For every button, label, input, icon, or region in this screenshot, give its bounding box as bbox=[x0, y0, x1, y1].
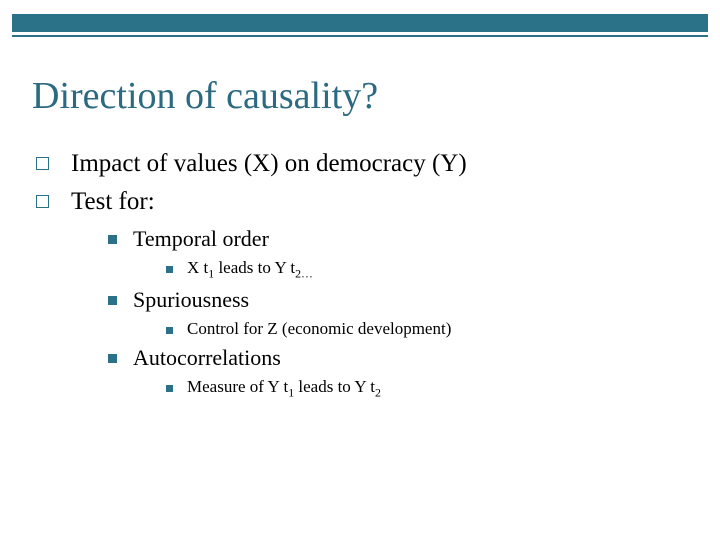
list-item: Temporal order bbox=[108, 226, 700, 252]
list-item-label: Impact of values (X) on democracy (Y) bbox=[71, 150, 467, 178]
header-bar bbox=[12, 14, 708, 32]
square-outline-bullet-icon bbox=[36, 157, 49, 170]
square-bullet-icon bbox=[166, 266, 173, 273]
square-bullet-icon bbox=[108, 235, 117, 244]
list-item-label: Autocorrelations bbox=[133, 345, 281, 371]
list-item-label: X t1 leads to Y t2… bbox=[187, 258, 313, 281]
list-item: Impact of values (X) on democracy (Y) bbox=[36, 150, 700, 178]
list-item-label: Measure of Y t1 leads to Y t2 bbox=[187, 377, 381, 400]
list-item: Measure of Y t1 leads to Y t2 bbox=[166, 377, 700, 400]
header-underline bbox=[12, 35, 708, 37]
list-item: Autocorrelations bbox=[108, 345, 700, 371]
slide-body: Impact of values (X) on democracy (Y) Te… bbox=[36, 150, 700, 407]
list-item: Test for: bbox=[36, 188, 700, 216]
square-bullet-icon bbox=[108, 354, 117, 363]
slide-title: Direction of causality? bbox=[32, 74, 378, 118]
list-item-label: Control for Z (economic development) bbox=[187, 319, 451, 339]
square-bullet-icon bbox=[166, 327, 173, 334]
square-bullet-icon bbox=[166, 385, 173, 392]
list-item-label: Spuriousness bbox=[133, 287, 249, 313]
list-item: Spuriousness bbox=[108, 287, 700, 313]
square-outline-bullet-icon bbox=[36, 195, 49, 208]
list-item: X t1 leads to Y t2… bbox=[166, 258, 700, 281]
square-bullet-icon bbox=[108, 296, 117, 305]
list-item-label: Test for: bbox=[71, 188, 155, 216]
list-item: Control for Z (economic development) bbox=[166, 319, 700, 339]
list-item-label: Temporal order bbox=[133, 226, 269, 252]
